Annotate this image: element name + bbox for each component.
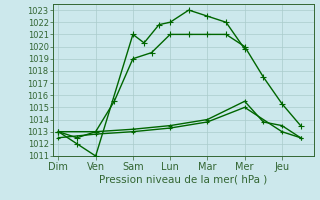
X-axis label: Pression niveau de la mer( hPa ): Pression niveau de la mer( hPa ) bbox=[99, 174, 267, 184]
